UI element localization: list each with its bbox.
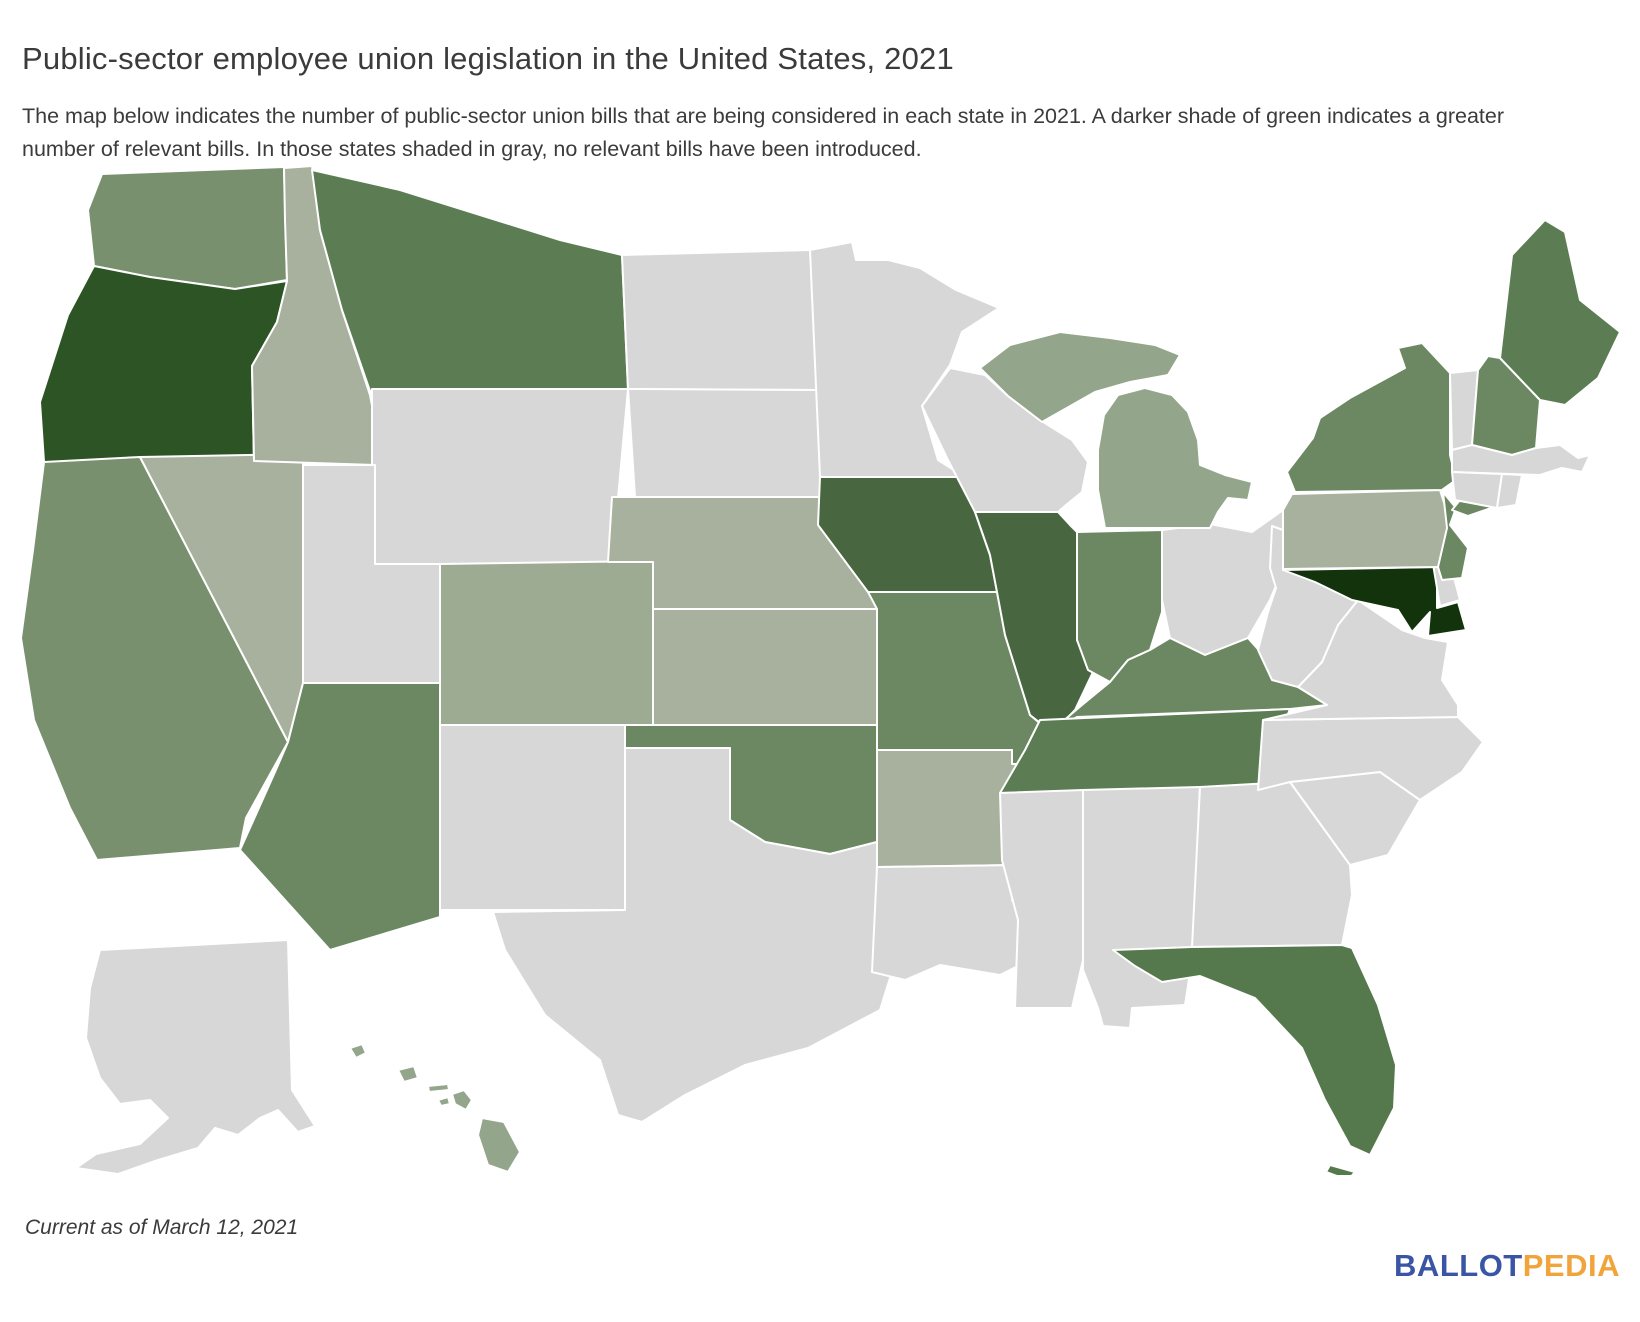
state-mississippi[interactable] [999,789,1084,1009]
state-maryland[interactable] [1282,566,1467,637]
page-subtitle: The map below indicates the number of pu… [22,103,1505,161]
state-hawaii[interactable] [349,1043,521,1173]
state-tennessee[interactable] [999,708,1291,794]
current-as-of-note: Current as of March 12, 2021 [25,1216,299,1239]
state-kentucky[interactable] [1054,637,1328,729]
us-choropleth-map [20,165,1621,1175]
states-group [20,165,1621,1175]
state-colorado[interactable] [439,560,654,726]
state-new-jersey[interactable] [1437,491,1469,581]
ballotpedia-logo[interactable]: BALLOTPEDIA [1394,1248,1620,1284]
state-michigan[interactable] [979,331,1253,529]
state-maine[interactable] [1499,219,1621,406]
state-rhode-island[interactable] [1496,473,1523,509]
state-oregon[interactable] [39,265,288,463]
state-pennsylvania[interactable] [1282,489,1453,570]
state-north-dakota[interactable] [621,249,821,391]
logo-ballot: BALLOT [1394,1248,1523,1283]
state-wyoming[interactable] [371,388,629,565]
state-alaska[interactable] [75,939,316,1175]
state-texas[interactable] [492,747,896,1123]
logo-pedia: PEDIA [1522,1248,1620,1283]
state-florida[interactable] [1112,944,1397,1175]
state-montana[interactable] [311,169,629,392]
state-new-mexico[interactable] [439,724,626,911]
state-alabama[interactable] [1082,786,1201,1029]
state-kansas[interactable] [652,608,878,726]
state-north-carolina[interactable] [1257,716,1484,801]
state-massachusetts[interactable] [1451,444,1591,476]
state-ohio[interactable] [1161,509,1284,656]
page-title: Public-sector employee union legislation… [22,40,954,76]
